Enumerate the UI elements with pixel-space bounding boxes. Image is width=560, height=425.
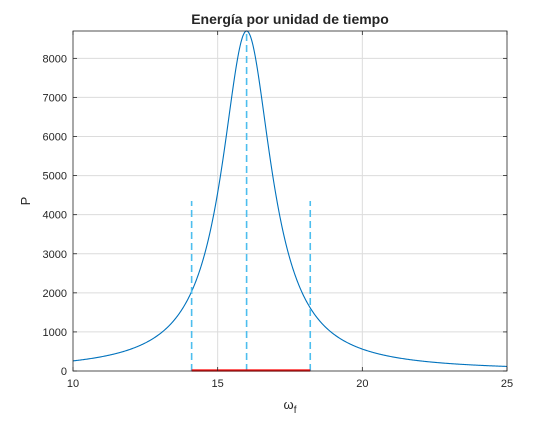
- x-axis-label-main: ω: [284, 397, 294, 412]
- y-tick-label: 3000: [43, 249, 67, 261]
- x-tick-label: 20: [356, 378, 368, 390]
- y-tick-label: 5000: [43, 171, 67, 183]
- y-tick-label: 2000: [43, 288, 67, 300]
- x-tick-label: 10: [67, 378, 79, 390]
- axes: 10 15 20 25 0 1000 2000 3000 4000 5000 6000 7000 800…: [43, 30, 513, 390]
- data-layer: [72, 30, 508, 372]
- y-tick-label: 4000: [43, 210, 67, 222]
- y-tick-label: 8000: [43, 53, 67, 65]
- axes-box: [72, 30, 508, 372]
- x-axis-label-subscript: f: [294, 405, 297, 416]
- plot-area: [73, 31, 507, 371]
- series-line-power: [72, 30, 508, 367]
- chart-title: Energía por unidad de tiempo: [191, 11, 389, 27]
- y-tick-label: 6000: [43, 132, 67, 144]
- grid: [73, 31, 507, 371]
- y-tick-label: 7000: [43, 92, 67, 104]
- y-tick-label: 1000: [43, 327, 67, 339]
- x-tick-label: 15: [212, 378, 224, 390]
- y-axis-label: P: [18, 197, 33, 206]
- x-tick-label: 25: [501, 378, 513, 390]
- labels: Energía por unidad de tiempo P ωf: [18, 11, 389, 416]
- y-tick-label: 0: [61, 366, 67, 378]
- x-axis-label: ωf: [284, 397, 297, 416]
